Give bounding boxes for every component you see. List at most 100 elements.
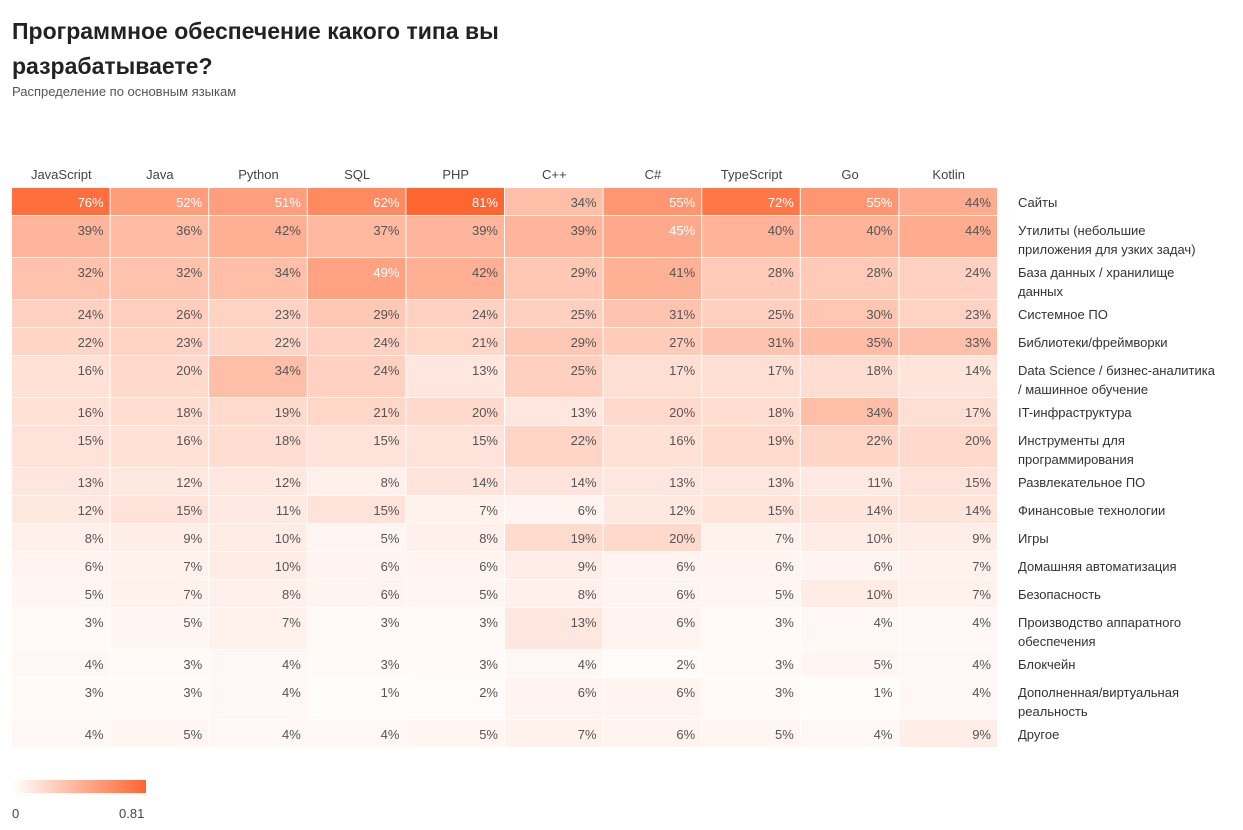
heatmap-cell [406, 580, 504, 607]
heatmap-cell [603, 426, 702, 467]
heatmap-cell [209, 580, 307, 607]
cell-value-label: 7% [972, 559, 991, 574]
cell-value-label: 18% [768, 405, 794, 420]
cell-value-label: 24% [373, 363, 399, 378]
heatmap-cell [307, 468, 406, 495]
cell-value-label: 15% [78, 433, 104, 448]
cell-value-label: 5% [183, 727, 202, 742]
cell-value-label: 45% [669, 223, 695, 238]
heatmap-cell [12, 398, 110, 425]
cell-value-label: 34% [275, 265, 301, 280]
cell-value-label: 17% [965, 405, 991, 420]
cell-value-label: 81% [472, 195, 498, 210]
heatmap-cell [12, 328, 110, 355]
cell-value-label: 5% [381, 531, 400, 546]
heatmap-cell [899, 720, 997, 747]
cell-value-label: 14% [472, 475, 498, 490]
cell-value-label: 24% [472, 307, 498, 322]
cell-value-label: 4% [381, 727, 400, 742]
row-label: Другое [1018, 727, 1059, 742]
heatmap-cell [603, 650, 702, 677]
heatmap-cell [406, 258, 504, 299]
cell-value-label: 3% [85, 615, 104, 630]
cell-value-label: 5% [479, 727, 498, 742]
cell-value-label: 11% [276, 503, 301, 518]
heatmap-cell [702, 300, 800, 327]
heatmap-cell [899, 524, 997, 551]
heatmap-cell [702, 552, 800, 579]
column-header-javascript: JavaScript [31, 167, 92, 182]
cell-value-label: 6% [479, 559, 498, 574]
cell-value-label: 17% [768, 363, 794, 378]
heatmap-cell [110, 524, 209, 551]
cell-value-label: 25% [768, 307, 794, 322]
row-label: Финансовые технологии [1018, 503, 1165, 518]
cell-value-label: 12% [275, 475, 301, 490]
heatmap-cell [209, 356, 307, 397]
heatmap-cell [110, 300, 209, 327]
cell-value-label: 5% [775, 587, 794, 602]
cell-value-label: 15% [176, 503, 202, 518]
heatmap-cell [800, 650, 899, 677]
cell-value-label: 51% [275, 195, 301, 210]
heatmap-cell [603, 258, 702, 299]
cell-value-label: 15% [768, 503, 794, 518]
heatmap-cell [110, 608, 209, 649]
cell-value-label: 34% [866, 405, 892, 420]
heatmap-cell [406, 426, 504, 467]
heatmap-cell [12, 356, 110, 397]
row-label: Data Science / бизнес-аналитика / машинно… [1018, 363, 1216, 397]
cell-value-label: 19% [768, 433, 794, 448]
row-label: Развлекательное ПО [1018, 475, 1145, 490]
cell-value-label: 23% [965, 307, 991, 322]
heatmap-cell [406, 524, 504, 551]
heatmap-cell [899, 188, 997, 215]
cell-value-label: 4% [85, 657, 104, 672]
row-label: Системное ПО [1018, 307, 1108, 322]
heatmap-cell [307, 608, 406, 649]
cell-value-label: 49% [373, 265, 399, 280]
chart-subtitle: Распределение по основным языкам [12, 84, 237, 99]
column-header-python: Python [238, 167, 278, 182]
cell-value-label: 6% [874, 559, 893, 574]
cell-value-label: 41% [669, 265, 695, 280]
heatmap-cell [209, 328, 307, 355]
heatmap-cell [800, 496, 899, 523]
heatmap-cell [307, 524, 406, 551]
heatmap-cell [209, 678, 307, 719]
cell-value-label: 5% [775, 727, 794, 742]
cell-value-label: 22% [571, 433, 597, 448]
cell-value-label: 34% [275, 363, 301, 378]
cell-value-label: 34% [571, 195, 597, 210]
heatmap-cell [603, 216, 702, 257]
heatmap-cell [12, 258, 110, 299]
cell-value-label: 7% [479, 503, 498, 518]
heatmap-cell [800, 216, 899, 257]
cell-value-label: 42% [472, 265, 498, 280]
heatmap-cell [110, 426, 209, 467]
cell-value-label: 20% [669, 405, 695, 420]
heatmap-cell [899, 300, 997, 327]
heatmap-cell [702, 608, 800, 649]
heatmap-cell [702, 678, 800, 719]
color-legend: 0 0.81 [12, 780, 146, 821]
cell-value-label: 3% [381, 657, 400, 672]
heatmap-cell [702, 496, 800, 523]
heatmap-cell [110, 720, 209, 747]
cell-value-label: 3% [381, 615, 400, 630]
heatmap-cell [307, 720, 406, 747]
cell-value-label: 13% [571, 405, 597, 420]
cell-value-label: 32% [78, 265, 104, 280]
cell-value-label: 6% [676, 727, 695, 742]
heatmap-cell [406, 216, 504, 257]
heatmap-cell [505, 524, 603, 551]
heatmap-cell [899, 678, 997, 719]
heatmap-cell [406, 398, 504, 425]
heatmap-cell [505, 552, 603, 579]
heatmap-cell [110, 356, 209, 397]
cell-value-label: 55% [866, 195, 892, 210]
cell-value-label: 13% [768, 475, 794, 490]
cell-value-label: 21% [472, 335, 498, 350]
cell-value-label: 39% [78, 223, 104, 238]
cell-value-label: 2% [676, 657, 695, 672]
